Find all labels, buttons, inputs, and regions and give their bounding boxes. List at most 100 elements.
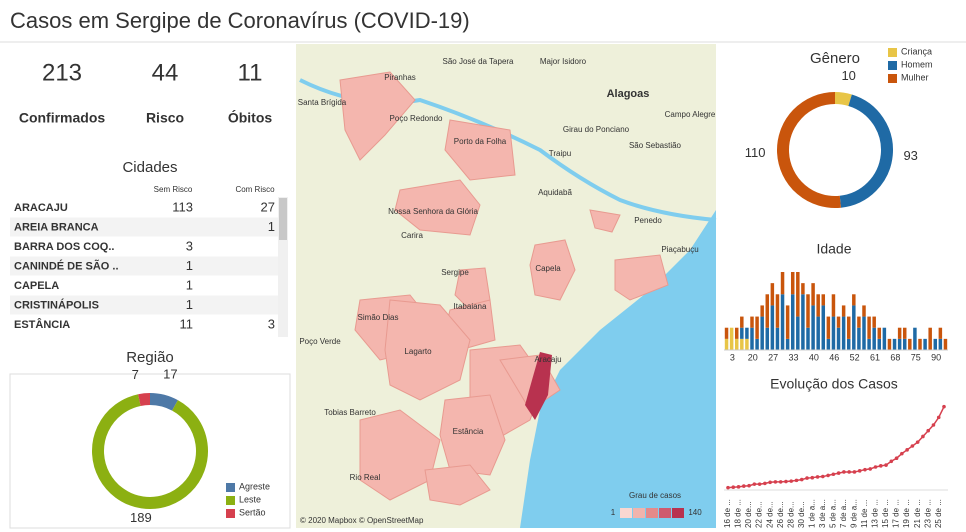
map-label: Nossa Senhora da Glória xyxy=(388,207,478,216)
age-tick-label: 61 xyxy=(870,352,880,362)
evolution-point xyxy=(757,482,762,486)
region-frame xyxy=(9,373,291,529)
legend-swatch xyxy=(888,61,897,70)
map-label: Itabaiana xyxy=(454,302,487,311)
city-value: 3 xyxy=(268,316,275,331)
age-bar xyxy=(806,294,810,328)
map-label: Tobias Barreto xyxy=(324,408,376,417)
city-value: 1 xyxy=(186,297,193,312)
age-bar xyxy=(846,338,851,350)
city-name: CRISTINÁPOLIS xyxy=(14,298,99,311)
map-sea xyxy=(520,210,716,528)
age-bar xyxy=(775,294,780,328)
evolution-tick-label: 9 de a... xyxy=(850,499,859,528)
evolution-point xyxy=(726,485,730,490)
evolution-point xyxy=(799,477,804,482)
evolution-tick-label: 17 de ... xyxy=(892,499,901,528)
map-legend-title: Grau de casos xyxy=(629,491,681,500)
kpi-value: 11 xyxy=(238,59,263,86)
table-row xyxy=(10,256,278,276)
age-bar xyxy=(811,283,815,306)
map-legend-swatch xyxy=(646,508,658,518)
city-name: ARACAJU xyxy=(14,202,68,214)
age-bar xyxy=(785,338,790,350)
evolution-tick-label: 11 de ... xyxy=(860,500,869,528)
age-tick-label: 46 xyxy=(829,352,839,362)
gender-value-label: 10 xyxy=(841,68,855,83)
legend-swatch xyxy=(226,496,235,505)
map-legend-min: 1 xyxy=(611,508,616,517)
map-label: Porto da Folha xyxy=(454,137,507,146)
region-value-label: 17 xyxy=(163,367,177,382)
legend-label: Sertão xyxy=(239,507,266,517)
legend-label: Criança xyxy=(901,46,932,56)
city-name: AREIA BRANCA xyxy=(14,221,99,233)
age-bar xyxy=(862,316,866,350)
evolution-point xyxy=(931,423,936,427)
legend-label: Leste xyxy=(239,494,261,504)
legend-swatch xyxy=(226,483,235,492)
map xyxy=(296,44,717,528)
evolution-tick-label: 18 de ... xyxy=(734,499,743,528)
evolution-point xyxy=(926,428,930,433)
age-bar xyxy=(740,327,744,339)
age-bar xyxy=(750,327,754,350)
evolution-point xyxy=(915,440,920,444)
evolution-point xyxy=(942,404,946,409)
map-legend-swatch xyxy=(659,508,671,518)
age-bar xyxy=(933,338,938,350)
age-bar xyxy=(729,327,734,350)
map-legend-max: 140 xyxy=(688,508,702,517)
age-bar xyxy=(826,338,831,350)
map-legend-swatch xyxy=(633,508,645,518)
evolution-tick-label: 7 de a... xyxy=(839,499,848,528)
age-bar xyxy=(765,327,770,350)
age-bar xyxy=(857,327,861,350)
age-bar xyxy=(841,316,846,350)
evolution-point xyxy=(768,480,772,485)
map-label: São José da Tapera xyxy=(442,57,514,66)
evolution-tick-label: 25 de ... xyxy=(934,499,943,528)
legend-swatch xyxy=(888,48,897,57)
kpi-value: 213 xyxy=(42,59,82,86)
age-bar xyxy=(760,316,764,350)
age-bar xyxy=(852,294,856,306)
evolution-tick-label: 3 de a... xyxy=(818,499,827,528)
age-bar xyxy=(918,338,922,350)
map-label: Major Isidoro xyxy=(540,57,587,66)
city-name: CAPELA xyxy=(14,280,59,292)
age-tick-label: 27 xyxy=(768,352,778,362)
map-regions xyxy=(339,71,669,506)
age-bar xyxy=(882,327,887,350)
age-bar xyxy=(765,294,770,328)
age-bar xyxy=(724,327,729,339)
evolution-point xyxy=(794,478,799,483)
age-bar xyxy=(745,327,749,339)
evolution-tick-label: 5 de a... xyxy=(828,499,837,528)
evolution-point xyxy=(900,451,904,456)
map-label: Girau do Ponciano xyxy=(563,125,630,134)
age-bar xyxy=(775,327,780,350)
table-row xyxy=(10,198,278,217)
age-bar xyxy=(897,327,902,339)
gender-value-label: 110 xyxy=(745,145,766,160)
table-row xyxy=(10,315,278,334)
age-tick-label: 33 xyxy=(789,352,799,362)
age-bar xyxy=(913,327,917,350)
region-value-label: 7 xyxy=(132,367,139,382)
evolution-point xyxy=(836,471,841,475)
age-bar xyxy=(872,316,876,328)
age-bar xyxy=(821,305,826,350)
age-tick-label: 52 xyxy=(850,352,860,362)
age-bar xyxy=(831,316,836,350)
age-tick-label: 75 xyxy=(911,352,921,362)
evolution-point xyxy=(731,485,736,490)
age-bar xyxy=(724,338,729,350)
evolution-tick-label: 1 de a... xyxy=(807,499,816,528)
age-bar xyxy=(831,294,836,317)
gender-title: Gênero xyxy=(810,50,860,67)
table-title: Cidades xyxy=(122,159,177,176)
age-bar xyxy=(750,316,754,328)
dashboard-title: Casos em Sergipe de Coronavírus (COVID-1… xyxy=(10,8,470,33)
age-bar xyxy=(796,272,800,317)
